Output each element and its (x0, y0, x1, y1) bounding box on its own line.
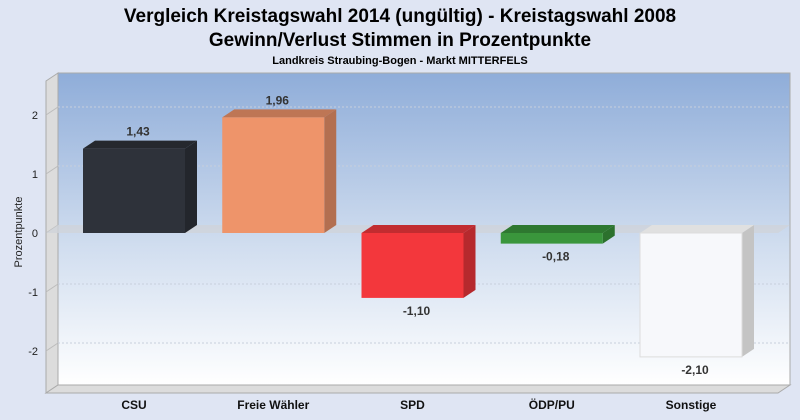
chart-title: Vergleich Kreistagswahl 2014 (ungültig) … (124, 6, 676, 27)
x-tick-label: SPD (400, 398, 425, 412)
bar (500, 233, 603, 244)
data-label: -0,18 (542, 250, 570, 264)
y-tick-label: -2 (28, 346, 38, 358)
tick-mark (45, 342, 59, 352)
data-label: -2,10 (681, 363, 709, 377)
chart-region: Landkreis Straubing-Bogen - Markt MITTER… (272, 55, 527, 67)
bar (222, 117, 325, 233)
tick-mark (45, 106, 59, 116)
y-tick-label: 0 (32, 228, 38, 240)
x-tick-label: CSU (121, 398, 146, 412)
bar-top (361, 225, 476, 233)
x-tick-label: ÖDP/PU (529, 397, 575, 412)
chart-subtitle: Gewinn/Verlust Stimmen in Prozentpunkte (209, 30, 591, 51)
data-label: 1,43 (126, 125, 150, 139)
x-tick-label: Sonstige (666, 398, 717, 412)
bar (83, 148, 185, 233)
data-label: 1,96 (266, 93, 290, 107)
y-axis-label: Prozentpunkte (13, 197, 25, 268)
bar-side (463, 225, 476, 298)
data-label: -1,10 (403, 304, 431, 318)
tick-mark (45, 165, 59, 175)
bar-top (222, 109, 337, 118)
bar-top (640, 225, 754, 233)
bar (361, 233, 464, 298)
bar-side (324, 109, 337, 233)
y-tick-label: -1 (28, 287, 38, 299)
x-tick-label: Freie Wähler (237, 398, 309, 412)
floor (44, 384, 792, 394)
tick-mark (45, 283, 59, 293)
bar-side (602, 225, 615, 244)
bar-side (742, 225, 754, 357)
y-tick-label: 2 (32, 110, 38, 122)
bar-top (500, 225, 615, 233)
bar-top (83, 140, 197, 149)
y-tick-label: 1 (32, 169, 38, 181)
bar (639, 232, 743, 358)
bar-side (185, 140, 197, 233)
